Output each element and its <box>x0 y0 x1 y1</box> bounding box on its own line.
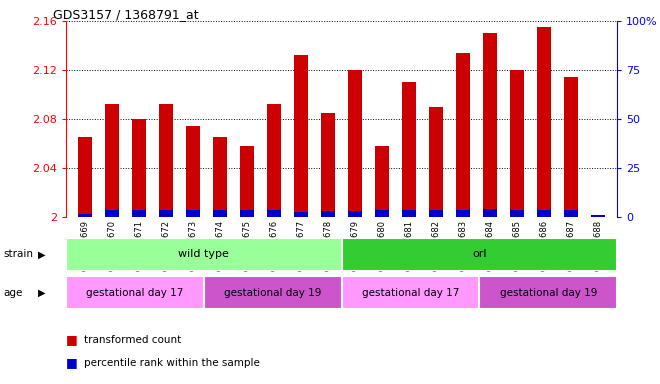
Bar <box>240 210 253 217</box>
Bar <box>430 107 443 217</box>
Bar <box>537 27 551 217</box>
Bar <box>294 212 308 217</box>
Bar <box>186 126 200 217</box>
Bar <box>267 210 280 217</box>
Bar <box>294 55 308 217</box>
Text: orl: orl <box>472 249 486 260</box>
Bar <box>204 276 342 309</box>
Text: ▶: ▶ <box>38 288 46 298</box>
Text: ■: ■ <box>66 356 78 369</box>
Bar <box>430 210 443 217</box>
Bar <box>159 210 173 217</box>
Text: transformed count: transformed count <box>84 335 182 345</box>
Bar <box>376 146 389 217</box>
Text: strain: strain <box>3 249 33 260</box>
Bar <box>186 210 200 217</box>
Text: percentile rank within the sample: percentile rank within the sample <box>84 358 260 368</box>
Bar <box>105 210 119 217</box>
Bar <box>159 104 173 217</box>
Text: wild type: wild type <box>178 249 229 260</box>
Bar <box>66 276 204 309</box>
Text: gestational day 17: gestational day 17 <box>86 288 183 298</box>
Bar <box>240 146 253 217</box>
Bar <box>483 33 497 217</box>
Bar <box>348 212 362 217</box>
Bar <box>483 209 497 217</box>
Bar <box>537 210 551 217</box>
Bar <box>78 137 92 217</box>
Bar <box>132 210 146 217</box>
Bar <box>564 210 578 217</box>
Bar <box>213 137 227 217</box>
Bar <box>321 212 335 217</box>
Bar <box>321 113 335 217</box>
Bar <box>591 215 605 217</box>
Bar <box>564 78 578 217</box>
Bar <box>510 210 524 217</box>
Bar <box>267 104 280 217</box>
Text: age: age <box>3 288 22 298</box>
Bar <box>403 210 416 217</box>
Text: ■: ■ <box>66 333 78 346</box>
Text: ▶: ▶ <box>38 249 46 260</box>
Bar <box>376 210 389 217</box>
Text: gestational day 17: gestational day 17 <box>362 288 459 298</box>
Bar <box>342 238 617 271</box>
Text: gestational day 19: gestational day 19 <box>224 288 321 298</box>
Bar <box>105 104 119 217</box>
Bar <box>348 70 362 217</box>
Text: GDS3157 / 1368791_at: GDS3157 / 1368791_at <box>53 8 199 22</box>
Bar <box>78 214 92 217</box>
Bar <box>66 238 342 271</box>
Bar <box>479 276 617 309</box>
Bar <box>342 276 479 309</box>
Bar <box>403 82 416 217</box>
Text: gestational day 19: gestational day 19 <box>500 288 597 298</box>
Bar <box>510 70 524 217</box>
Bar <box>213 210 227 217</box>
Bar <box>456 53 470 217</box>
Bar <box>456 210 470 217</box>
Bar <box>132 119 146 217</box>
